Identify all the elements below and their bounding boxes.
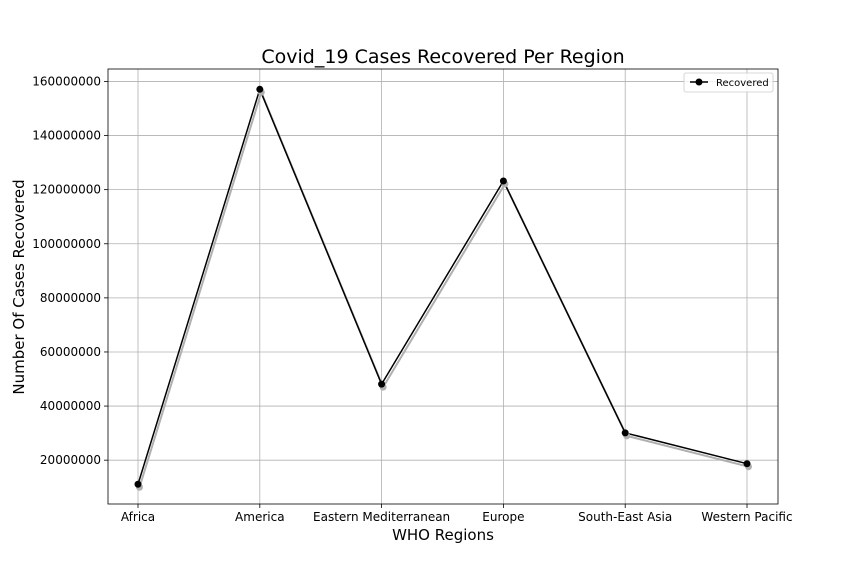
y-axis-label: Number Of Cases Recovered <box>10 179 28 394</box>
legend-marker <box>695 78 703 86</box>
y-tick-label: 120000000 <box>32 183 101 197</box>
y-tick-label: 80000000 <box>40 291 101 305</box>
axis-ticks: Africa America Eastern Mediterranean Europe… <box>32 74 792 524</box>
legend-box <box>683 72 774 93</box>
x-tick-label: Western Pacific <box>701 510 792 524</box>
x-tick-label: South-East Asia <box>578 510 672 524</box>
data-point <box>621 429 629 437</box>
data-point <box>743 460 751 468</box>
plot-area <box>134 85 752 491</box>
plot-frame <box>107 68 779 505</box>
series-shadow-line <box>138 91 749 488</box>
data-point <box>256 85 264 93</box>
chart-title: Covid_19 Cases Recovered Per Region <box>261 46 624 68</box>
y-tick-label: 40000000 <box>40 399 101 413</box>
data-point <box>378 380 386 388</box>
x-tick-label: Eastern Mediterranean <box>313 510 450 524</box>
x-axis-label: WHO Regions <box>392 526 494 544</box>
y-tick-label: 160000000 <box>32 74 101 88</box>
series-line-recovered <box>137 88 748 485</box>
x-tick-label: Europe <box>482 510 524 524</box>
y-tick-label: 60000000 <box>40 345 101 359</box>
grid <box>108 69 778 504</box>
data-point <box>134 480 142 488</box>
y-tick-label: 140000000 <box>32 129 101 143</box>
y-tick-label: 20000000 <box>40 453 101 467</box>
legend-label-recovered: Recovered <box>716 78 769 89</box>
legend: Recovered <box>683 72 774 93</box>
x-tick-label: Africa <box>121 510 155 524</box>
x-tick-label: America <box>235 510 285 524</box>
y-tick-label: 100000000 <box>32 237 101 251</box>
data-point <box>499 177 507 185</box>
